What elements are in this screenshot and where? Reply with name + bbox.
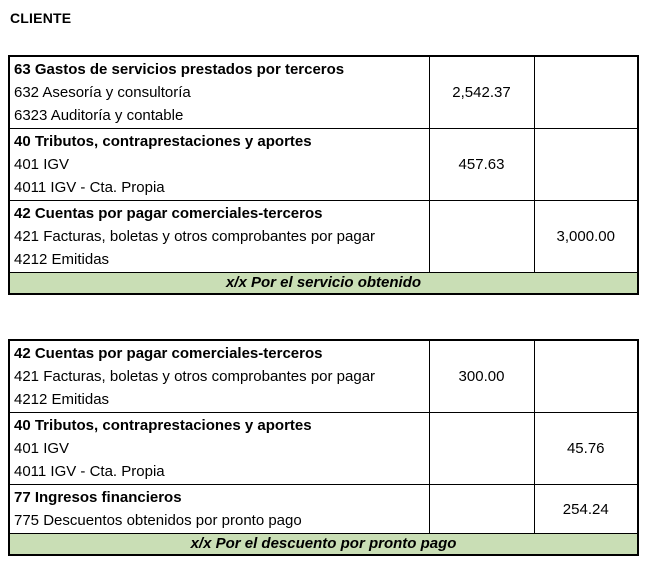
entry-gloss-cell: x/x Por el descuento por pronto pago (8, 533, 639, 555)
account-main-line: 42 Cuentas por pagar comerciales-tercero… (14, 205, 323, 222)
account-row: 42 Cuentas por pagar comerciales-tercero… (8, 200, 639, 273)
account-sub-line: 421 Facturas, boletas y otros comprobant… (14, 368, 376, 385)
account-cell: 63 Gastos de servicios prestados por ter… (8, 55, 430, 129)
account-row: 42 Cuentas por pagar comerciales-tercero… (8, 339, 639, 413)
credit-cell (533, 128, 639, 201)
account-sub-line: 401 IGV (14, 156, 70, 173)
account-main-line: 40 Tributos, contraprestaciones y aporte… (14, 133, 312, 150)
account-main-line: 77 Ingresos financieros (14, 489, 182, 506)
credit-cell (533, 339, 639, 413)
account-main-line: 42 Cuentas por pagar comerciales-tercero… (14, 345, 323, 362)
account-row: 77 Ingresos financieros 775 Descuentos o… (8, 484, 639, 534)
account-main-line: 63 Gastos de servicios prestados por ter… (14, 61, 345, 78)
entry-gloss-row: x/x Por el servicio obtenido (8, 272, 639, 294)
debit-cell: 300.00 (428, 339, 535, 413)
journal-entry-table-discount: 42 Cuentas por pagar comerciales-tercero… (8, 339, 639, 556)
account-sub-line: 4011 IGV - Cta. Propia (14, 179, 165, 196)
account-sub-line: 401 IGV (14, 440, 70, 457)
debit-cell (428, 200, 535, 273)
account-row: 40 Tributos, contraprestaciones y aporte… (8, 128, 639, 201)
journal-entry-table-service: 63 Gastos de servicios prestados por ter… (8, 55, 639, 295)
debit-cell: 2,542.37 (428, 55, 535, 129)
account-cell: 42 Cuentas por pagar comerciales-tercero… (8, 200, 430, 273)
account-main-line: 40 Tributos, contraprestaciones y aporte… (14, 417, 312, 434)
debit-cell: 457.63 (428, 128, 535, 201)
account-sub-line: 4212 Emitidas (14, 391, 110, 408)
account-sub-line: 6323 Auditoría y contable (14, 107, 184, 124)
account-row: 40 Tributos, contraprestaciones y aporte… (8, 412, 639, 485)
entry-gloss-cell: x/x Por el servicio obtenido (8, 272, 639, 294)
credit-cell (533, 55, 639, 129)
account-sub-line: 421 Facturas, boletas y otros comprobant… (14, 228, 376, 245)
account-cell: 77 Ingresos financieros 775 Descuentos o… (8, 484, 430, 534)
account-sub-line: 4212 Emitidas (14, 251, 110, 268)
credit-cell: 254.24 (533, 484, 639, 534)
debit-cell (428, 484, 535, 534)
account-sub-line: 632 Asesoría y consultoría (14, 84, 191, 101)
account-cell: 40 Tributos, contraprestaciones y aporte… (8, 128, 430, 201)
account-cell: 42 Cuentas por pagar comerciales-tercero… (8, 339, 430, 413)
account-row: 63 Gastos de servicios prestados por ter… (8, 55, 639, 129)
entry-gloss-row: x/x Por el descuento por pronto pago (8, 533, 639, 555)
account-sub-line: 4011 IGV - Cta. Propia (14, 463, 165, 480)
credit-cell: 3,000.00 (533, 200, 639, 273)
account-cell: 40 Tributos, contraprestaciones y aporte… (8, 412, 430, 485)
debit-cell (428, 412, 535, 485)
credit-cell: 45.76 (533, 412, 639, 485)
account-sub-line: 775 Descuentos obtenidos por pronto pago (14, 512, 302, 529)
page-title: CLIENTE (10, 10, 72, 26)
